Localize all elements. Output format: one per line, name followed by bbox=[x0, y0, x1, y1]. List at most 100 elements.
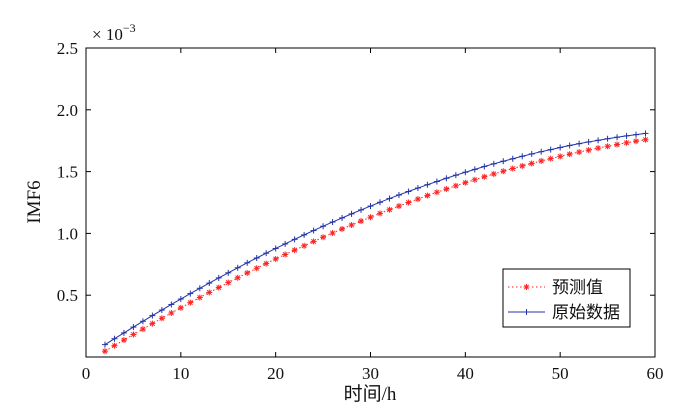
data-point bbox=[111, 342, 118, 349]
y-axis-ticks: 0.5 1.0 1.5 2.0 2.5 bbox=[57, 39, 655, 305]
data-point bbox=[187, 290, 194, 297]
data-point bbox=[405, 188, 412, 195]
data-point bbox=[481, 173, 488, 180]
data-point bbox=[424, 181, 431, 188]
y-multiplier: × 10−3 bbox=[92, 21, 136, 44]
data-point bbox=[376, 210, 383, 217]
data-point bbox=[443, 186, 450, 193]
data-point bbox=[509, 165, 516, 172]
y-multiplier-base: × 10 bbox=[92, 25, 123, 44]
data-point bbox=[471, 176, 478, 183]
data-point bbox=[329, 230, 336, 237]
y-tick-label: 2.0 bbox=[57, 101, 78, 120]
data-point bbox=[519, 162, 526, 169]
data-point bbox=[433, 178, 440, 185]
data-point bbox=[130, 324, 137, 331]
data-point bbox=[111, 335, 118, 342]
legend-label-predicted: 预测值 bbox=[552, 278, 603, 298]
data-point bbox=[310, 227, 317, 234]
data-point bbox=[168, 301, 175, 308]
data-point bbox=[339, 225, 346, 232]
data-point bbox=[196, 294, 203, 301]
data-point bbox=[538, 157, 545, 164]
data-point bbox=[291, 236, 298, 243]
data-point bbox=[310, 238, 317, 245]
data-point bbox=[576, 149, 583, 156]
data-point bbox=[301, 231, 308, 238]
data-point bbox=[414, 196, 421, 203]
legend: 预测值 原始数据 bbox=[502, 268, 631, 328]
data-point bbox=[139, 326, 146, 333]
data-point bbox=[329, 219, 336, 226]
x-axis-ticks: 0 10 20 30 40 50 60 bbox=[82, 48, 664, 383]
data-point bbox=[566, 142, 573, 149]
x-tick-label: 60 bbox=[647, 364, 664, 383]
x-tick-label: 50 bbox=[552, 364, 569, 383]
x-axis-label: 时间/h bbox=[344, 383, 397, 405]
data-point bbox=[206, 280, 213, 287]
data-point bbox=[339, 214, 346, 221]
data-point bbox=[348, 210, 355, 217]
data-point bbox=[414, 185, 421, 192]
data-point bbox=[452, 172, 459, 179]
legend-marker-sample bbox=[523, 284, 530, 290]
x-tick-label: 20 bbox=[267, 364, 284, 383]
x-tick-label: 30 bbox=[362, 364, 379, 383]
data-point bbox=[253, 254, 260, 261]
data-point bbox=[234, 264, 241, 271]
data-point bbox=[272, 255, 279, 262]
data-point bbox=[595, 137, 602, 144]
data-point bbox=[358, 206, 365, 213]
data-point bbox=[291, 247, 298, 254]
data-point bbox=[490, 170, 497, 177]
data-point bbox=[282, 251, 289, 258]
data-point bbox=[528, 150, 535, 157]
data-point bbox=[301, 242, 308, 249]
data-point bbox=[158, 307, 165, 314]
data-point bbox=[528, 160, 535, 167]
data-point bbox=[244, 259, 251, 266]
x-tick-label: 10 bbox=[172, 364, 189, 383]
data-point bbox=[604, 135, 611, 142]
data-point bbox=[642, 136, 649, 143]
data-point bbox=[215, 284, 222, 291]
data-point bbox=[225, 269, 232, 276]
data-point bbox=[576, 140, 583, 147]
data-point bbox=[566, 151, 573, 158]
y-multiplier-exponent: −3 bbox=[123, 21, 136, 35]
data-point bbox=[348, 221, 355, 228]
data-point bbox=[158, 315, 165, 322]
data-point bbox=[595, 145, 602, 152]
data-point bbox=[547, 155, 554, 162]
data-point bbox=[633, 131, 640, 138]
data-point bbox=[130, 331, 137, 338]
data-point bbox=[538, 148, 545, 155]
data-point bbox=[139, 318, 146, 325]
data-point bbox=[604, 143, 611, 150]
data-point bbox=[120, 337, 127, 344]
data-point bbox=[642, 130, 649, 137]
data-point bbox=[177, 304, 184, 311]
data-point bbox=[234, 274, 241, 281]
series-predicted bbox=[101, 136, 649, 355]
data-point bbox=[471, 166, 478, 173]
data-point bbox=[101, 341, 108, 348]
data-point bbox=[386, 206, 393, 213]
data-point bbox=[424, 192, 431, 199]
data-point bbox=[585, 147, 592, 154]
y-tick-label: 1.5 bbox=[57, 163, 78, 182]
data-point bbox=[614, 134, 621, 141]
data-point bbox=[244, 269, 251, 276]
legend-entry-original bbox=[508, 309, 545, 315]
data-point bbox=[263, 260, 270, 267]
data-point bbox=[282, 240, 289, 247]
legend-marker-sample bbox=[523, 309, 530, 315]
y-axis-label: IMF6 bbox=[24, 180, 45, 223]
data-point bbox=[433, 189, 440, 196]
x-tick-label: 40 bbox=[457, 364, 474, 383]
data-point bbox=[215, 274, 222, 281]
data-point bbox=[557, 144, 564, 151]
data-point bbox=[386, 195, 393, 202]
data-point bbox=[320, 234, 327, 241]
